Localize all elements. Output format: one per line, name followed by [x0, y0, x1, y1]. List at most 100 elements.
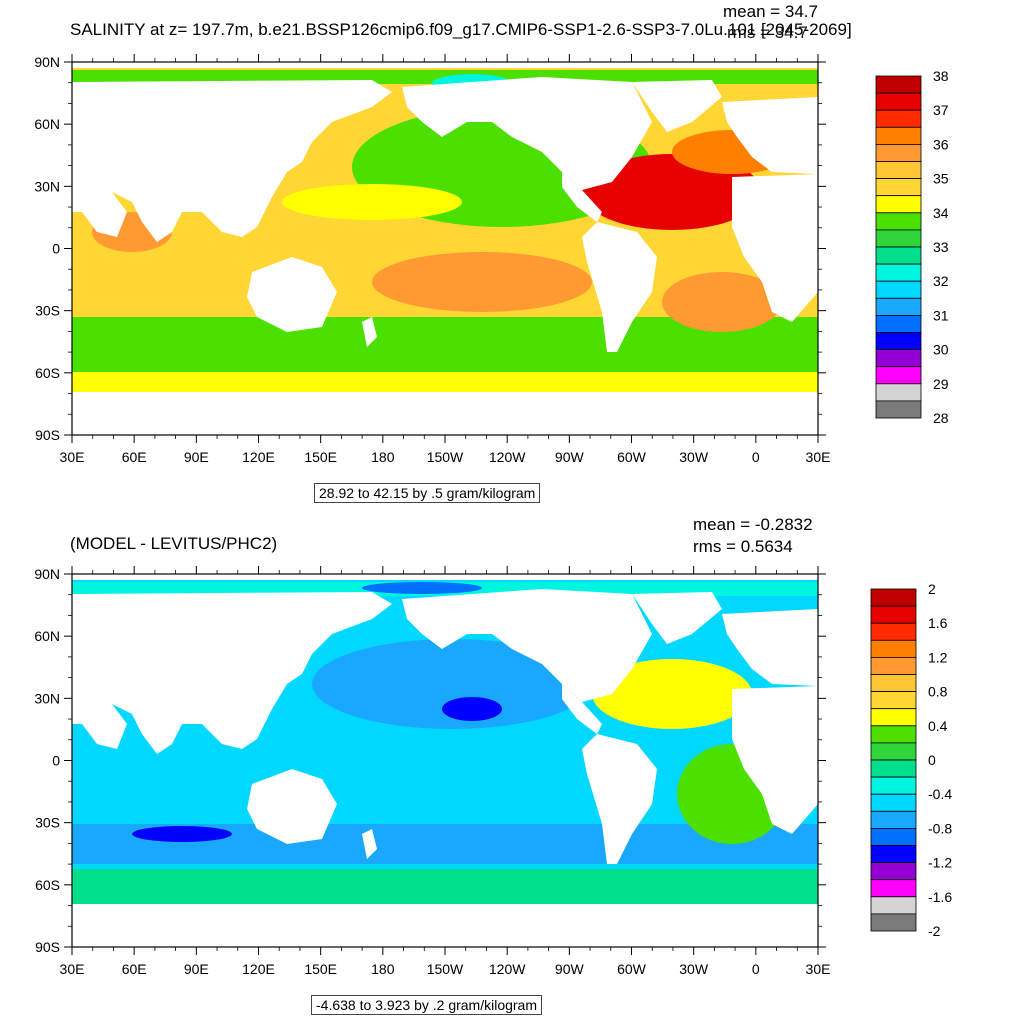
top-colorbar-swatch [875, 195, 922, 214]
bottom-lon-label: 90E [184, 961, 209, 977]
top-colorbar-swatch [875, 246, 922, 265]
top-colorbar-swatch [875, 161, 922, 180]
bottom-colorbar-label: -1.6 [928, 889, 952, 905]
top-colorbar-label: 35 [933, 171, 949, 187]
bottom-colorbar-label: 0.8 [928, 684, 948, 700]
bottom-lat-label: 30S [35, 815, 60, 831]
bottom-north-atlantic-pos [592, 659, 752, 729]
top-colorbar-swatch [875, 92, 922, 111]
bottom-colorbar-swatch [870, 776, 917, 795]
top-lon-label: 120E [242, 449, 275, 465]
bottom-colorbar-swatch [870, 725, 917, 744]
bottom-lat-label: 30N [34, 690, 60, 706]
top-colorbar-swatch [875, 400, 922, 419]
top-pacific-yellow [282, 184, 462, 220]
top-contour-info: 28.92 to 42.15 by .5 gram/kilogram [314, 483, 541, 503]
bottom-colorbar-swatch [870, 674, 917, 693]
bottom-lon-label: 150E [304, 961, 337, 977]
bottom-lat-label: 60S [35, 877, 60, 893]
top-south-pacific-high [372, 252, 592, 312]
bottom-arctic-neg [362, 582, 482, 594]
top-colorbar-swatch [875, 314, 922, 333]
bottom-colorbar-swatch [870, 657, 917, 675]
top-colorbar-swatch [875, 212, 922, 231]
bottom-colorbar-label: -0.4 [928, 786, 952, 802]
bottom-lon-label: 60W [617, 961, 647, 977]
top-colorbar-label: 32 [933, 273, 949, 289]
top-colorbar-label: 38 [933, 68, 949, 84]
bottom-colorbar-label: -2 [928, 923, 941, 939]
bottom-colorbar-label: 0 [928, 752, 936, 768]
bottom-colorbar-label: 0.4 [928, 718, 948, 734]
bottom-colorbar-swatch [870, 742, 917, 761]
bottom-lon-label: 180 [371, 961, 395, 977]
top-lon-label: 30W [679, 449, 709, 465]
bottom-north-pacific-neg [312, 639, 592, 729]
bottom-lat-label: 60N [34, 628, 60, 644]
top-colorbar-label: 31 [933, 307, 949, 323]
top-colorbar-label: 29 [933, 376, 949, 392]
top-colorbar-swatch [875, 280, 922, 299]
top-colorbar-label: 33 [933, 239, 949, 255]
top-lat-label: 90N [34, 54, 60, 70]
top-salinity-map [72, 62, 818, 435]
bottom-colorbar-swatch [870, 828, 917, 846]
bottom-colorbar-swatch [870, 862, 917, 881]
top-lat-label: 30N [34, 178, 60, 194]
top-colorbar-label: 30 [933, 342, 949, 358]
bottom-mean: mean = -0.2832 [693, 515, 813, 534]
bottom-subpolar-band [72, 869, 818, 904]
top-colorbar-swatch [875, 126, 922, 145]
bottom-colorbar-swatch [870, 622, 917, 641]
bottom-lon-label: 60E [122, 961, 147, 977]
bottom-colorbar-swatch [870, 793, 917, 812]
top-lat-label: 30S [35, 303, 60, 319]
bottom-lon-label: 150W [427, 961, 464, 977]
bottom-colorbar-swatch [870, 879, 917, 898]
top-colorbar-swatch [875, 297, 922, 316]
top-colorbar-swatch [875, 383, 922, 402]
top-lon-label: 60W [617, 449, 647, 465]
top-colorbar-label: 34 [933, 205, 949, 221]
bottom-indian-min [132, 826, 232, 842]
top-colorbar-swatch [875, 75, 922, 94]
top-colorbar-swatch [875, 229, 922, 248]
bottom-colorbar-label: 1.6 [928, 615, 948, 631]
top-lon-label: 180 [371, 449, 395, 465]
top-lat-label: 60N [34, 116, 60, 132]
bottom-contour-info: -4.638 to 3.923 by .2 gram/kilogram [311, 995, 543, 1015]
bottom-colorbar-swatch [870, 845, 917, 864]
top-lon-label: 120W [489, 449, 526, 465]
top-colorbar-label: 28 [933, 410, 949, 426]
bottom-lon-label: 90W [555, 961, 585, 977]
top-lon-label: 150E [304, 449, 337, 465]
top-colorbar-swatch [875, 366, 922, 385]
top-mean: mean = 34.7 [723, 2, 818, 21]
top-lon-label: 60E [122, 449, 147, 465]
bottom-lon-label: 120W [489, 961, 526, 977]
top-colorbar-label: 37 [933, 102, 949, 118]
top-colorbar-swatch [875, 263, 922, 282]
bottom-colorbar-label: 2 [928, 581, 936, 597]
top-colorbar-swatch [875, 143, 922, 162]
top-colorbar-swatch [875, 178, 922, 197]
bottom-colorbar-label: -1.2 [928, 855, 952, 871]
bottom-lon-label: 120E [242, 961, 275, 977]
bottom-colorbar-swatch [870, 913, 917, 932]
top-lat-label: 90S [35, 427, 60, 443]
bottom-colorbar-swatch [870, 639, 917, 658]
top-colorbar-swatch [875, 349, 922, 368]
top-south-atlantic-high [662, 272, 782, 332]
top-lon-label: 30E [60, 449, 85, 465]
top-lon-label: 90E [184, 449, 209, 465]
bottom-title: (MODEL - LEVITUS/PHC2) [70, 534, 278, 553]
top-colorbar-swatch [875, 109, 922, 128]
bottom-lon-label: 30E [60, 961, 85, 977]
bottom-colorbar-swatch [870, 896, 917, 915]
top-lon-label: 150W [427, 449, 464, 465]
bottom-colorbar-swatch [870, 759, 917, 778]
top-lat-label: 0 [52, 241, 60, 257]
bottom-colorbar-label: -0.8 [928, 820, 952, 836]
bottom-colorbar-label: 1.2 [928, 649, 948, 665]
